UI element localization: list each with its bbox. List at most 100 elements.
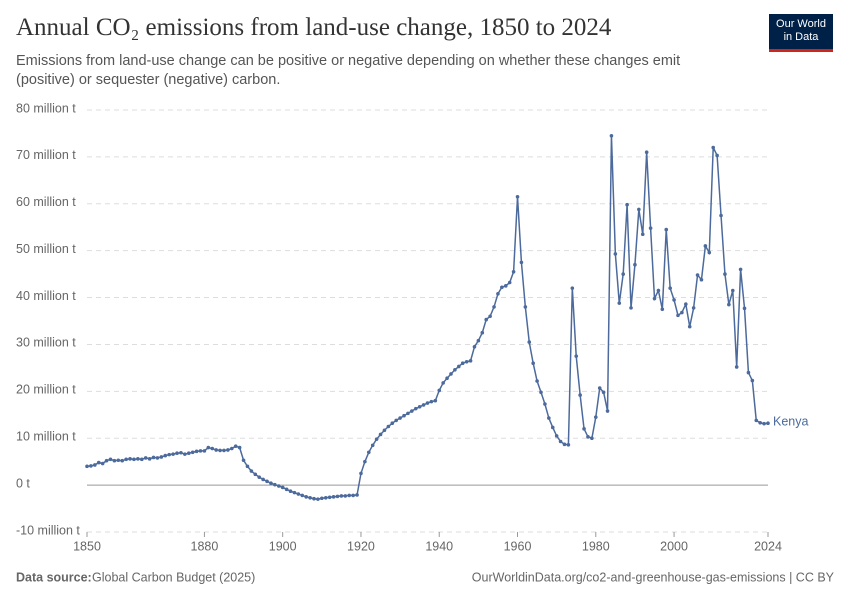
point <box>186 451 191 456</box>
point <box>167 452 171 457</box>
point <box>664 227 669 232</box>
point <box>410 409 414 413</box>
point <box>511 269 516 274</box>
point <box>210 446 215 451</box>
point <box>472 344 477 349</box>
point <box>245 464 250 469</box>
point <box>672 298 676 302</box>
point <box>183 452 187 456</box>
point <box>425 401 430 405</box>
point <box>648 226 653 230</box>
point <box>370 443 375 448</box>
point <box>758 420 762 425</box>
point <box>132 457 136 462</box>
point <box>582 427 586 431</box>
point <box>433 398 438 403</box>
logo[interactable]: Our World in Data <box>769 14 833 52</box>
point <box>531 361 535 366</box>
point <box>323 495 328 500</box>
point <box>347 493 352 498</box>
point <box>652 296 657 301</box>
point <box>742 306 747 311</box>
point <box>464 359 469 364</box>
point <box>629 306 633 310</box>
point <box>633 262 637 267</box>
point <box>699 277 704 282</box>
point <box>108 457 113 462</box>
point <box>421 403 426 407</box>
x-tick-label: 1920 <box>347 539 375 553</box>
url[interactable]: OurWorldinData.org/co2-and-greenhouse-ga… <box>472 570 835 584</box>
point <box>386 424 391 429</box>
point <box>676 313 680 318</box>
point <box>116 458 121 463</box>
point <box>593 415 598 419</box>
point <box>327 495 332 500</box>
point <box>586 435 590 439</box>
point <box>155 456 160 460</box>
logo-line: Our World <box>776 18 826 30</box>
point <box>179 450 183 455</box>
point <box>249 469 254 473</box>
point <box>684 302 688 306</box>
point <box>273 482 277 487</box>
point <box>147 457 152 461</box>
point <box>503 284 508 288</box>
y-tick-label: 50 million t <box>16 242 76 256</box>
point <box>257 475 262 479</box>
point <box>366 450 371 455</box>
point <box>233 444 238 448</box>
point <box>363 459 367 464</box>
point <box>417 405 422 409</box>
point <box>730 288 735 293</box>
point <box>222 448 226 453</box>
point <box>226 448 230 452</box>
x-tick-label: 2024 <box>754 539 782 553</box>
point <box>304 495 308 499</box>
y-tick-label: 30 million t <box>16 336 76 350</box>
chart-title: Annual CO₂ emissions from land-use chang… <box>16 14 612 41</box>
y-tick-label: -10 million t <box>16 523 80 537</box>
point <box>715 153 719 158</box>
point <box>590 436 594 441</box>
point <box>241 458 246 463</box>
point <box>449 372 453 376</box>
point <box>253 472 258 477</box>
point <box>617 301 622 305</box>
point <box>578 393 582 397</box>
point <box>163 453 168 458</box>
point <box>269 481 273 486</box>
point <box>523 305 528 309</box>
point <box>261 477 265 482</box>
point <box>644 150 649 154</box>
point <box>613 252 618 256</box>
point <box>543 402 547 406</box>
point <box>566 442 571 447</box>
point <box>93 463 97 467</box>
point <box>535 379 539 383</box>
point <box>460 361 465 366</box>
point <box>527 340 532 344</box>
point <box>276 484 281 488</box>
point <box>766 421 770 426</box>
point <box>488 314 492 319</box>
point <box>660 307 665 312</box>
y-tick-label: 60 million t <box>16 195 76 209</box>
y-tick-label: 80 million t <box>16 101 76 115</box>
point <box>351 493 355 498</box>
x-tick-label: 1980 <box>582 539 610 553</box>
point <box>296 492 301 496</box>
point <box>159 455 164 459</box>
point <box>218 448 222 453</box>
point <box>476 338 481 343</box>
point <box>734 365 739 369</box>
point <box>637 207 641 212</box>
point <box>727 302 731 307</box>
point <box>288 489 293 494</box>
point <box>738 267 743 272</box>
point <box>547 416 551 420</box>
source-label: Data source: <box>16 570 92 584</box>
y-tick-label: 20 million t <box>16 383 76 397</box>
